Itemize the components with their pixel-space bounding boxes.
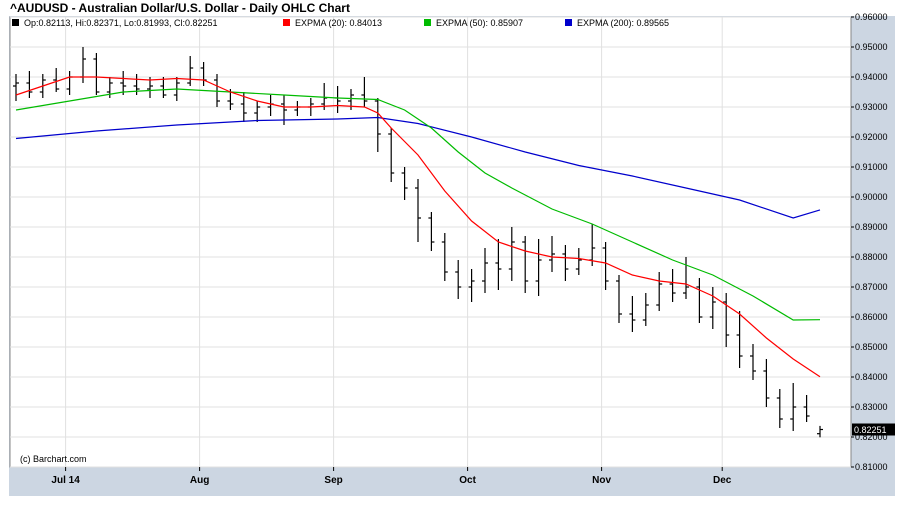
y-tick-label: 0.95000 (855, 42, 888, 52)
ohlc-bar (736, 311, 743, 368)
ohlc-bar (776, 389, 783, 428)
legend-ema20-label: EXPMA (20): 0.84013 (295, 18, 382, 28)
ohlc-bar (482, 248, 488, 293)
ohlc-bar (415, 179, 421, 242)
ohlc-bar (26, 71, 33, 98)
y-tick-label: 0.85000 (855, 342, 888, 352)
y-tick-label: 0.91000 (855, 162, 888, 172)
legend-ema20-swatch (283, 19, 290, 26)
y-tick-label: 0.94000 (855, 72, 888, 82)
y-tick-label: 0.90000 (855, 192, 888, 202)
ohlc-bar (562, 245, 569, 281)
x-tick-label: Nov (592, 475, 611, 486)
x-tick-label: Jul 14 (51, 475, 80, 486)
ohlc-bar (669, 269, 676, 302)
ohlc-bar (817, 425, 823, 438)
ohlc-bar (361, 77, 368, 107)
ohlc-bar (803, 395, 810, 422)
ohlc-bar (602, 242, 609, 290)
ohlc-bar (763, 359, 770, 407)
chart-title: ^AUDUSD - Australian Dollar/U.S. Dollar … (10, 1, 350, 15)
ohlc-bar (656, 272, 663, 311)
credit-text: (c) Barchart.com (20, 454, 87, 464)
ohlc-bar (120, 71, 127, 95)
legend-ema200-swatch (565, 19, 572, 26)
x-tick-label: Sep (324, 475, 342, 486)
ohlc-bar (508, 227, 515, 281)
ohlc-bar (696, 278, 703, 323)
legend: Op:0.82113, Hi:0.82371, Lo:0.81993, Cl:0… (12, 18, 669, 28)
y-axis: 0.81000 0.82000 0.83000 0.84000 0.85000 0.860… (851, 12, 888, 472)
y-tick-label: 0.87000 (855, 282, 888, 292)
y-tick-label: 0.93000 (855, 102, 888, 112)
y-tick-label: 0.88000 (855, 252, 888, 262)
legend-ema50-swatch (424, 19, 431, 26)
ohlc-bar (455, 260, 462, 299)
ohlc-bar (441, 233, 448, 281)
ohlc-bar (642, 293, 649, 326)
x-axis: Jul 14 Aug Sep Oct Nov Dec (51, 467, 732, 486)
ohlc-bar (374, 98, 381, 152)
ohlc-bar (683, 257, 689, 299)
ohlc-bar (401, 167, 408, 200)
ohlc-bar (254, 101, 261, 122)
legend-ema200-label: EXPMA (200): 0.89565 (577, 18, 669, 28)
y-tick-label: 0.96000 (855, 12, 888, 22)
ohlc-bar (723, 293, 730, 347)
y-tick-label: 0.84000 (855, 372, 888, 382)
x-tick-label: Aug (190, 475, 209, 486)
ohlc-bar (388, 128, 395, 182)
ema200-line (15, 116, 821, 219)
ohlc-bar (549, 236, 555, 272)
ohlc-bar (187, 56, 194, 86)
last-price-text: 0.82251 (854, 425, 887, 435)
y-tick-label: 0.82000 (855, 432, 888, 442)
ohlc-bar (160, 77, 167, 98)
y-tick-label: 0.81000 (855, 462, 888, 472)
ohlc-bar (495, 239, 502, 290)
ohlc-bar (321, 83, 328, 110)
ohlc-bar (535, 239, 542, 296)
last-price-label: 0.82251 (852, 423, 895, 436)
x-tick-label: Oct (459, 475, 476, 486)
ohlc-bar (53, 68, 60, 92)
ema20-line (15, 76, 821, 378)
ohlc-bars (13, 47, 823, 438)
ohlc-bar (468, 269, 475, 302)
ohlc-bar (629, 296, 636, 332)
ohlc-bar (790, 383, 797, 431)
y-tick-label: 0.86000 (855, 312, 888, 322)
x-tick-label: Dec (713, 475, 732, 486)
ohlc-bar (575, 248, 582, 275)
ohlc-bar (428, 212, 435, 251)
ohlc-bar (93, 53, 100, 95)
grid-lines (10, 16, 851, 468)
ohlc-bar (616, 275, 622, 323)
ohlc-bar (214, 74, 220, 107)
legend-ohlc-values: Op:0.82113, Hi:0.82371, Lo:0.81993, Cl:0… (24, 18, 217, 28)
y-tick-label: 0.92000 (855, 132, 888, 142)
legend-ema50-label: EXPMA (50): 0.85907 (436, 18, 523, 28)
ohlc-bar (750, 344, 756, 380)
y-tick-label: 0.89000 (855, 222, 888, 232)
ohlc-bar (522, 236, 529, 293)
ohlc-bar (709, 287, 716, 329)
y-tick-label: 0.83000 (855, 402, 888, 412)
legend-ohlc-swatch (12, 19, 19, 26)
ema50-line (15, 88, 821, 321)
ohlc-bar (13, 74, 19, 101)
